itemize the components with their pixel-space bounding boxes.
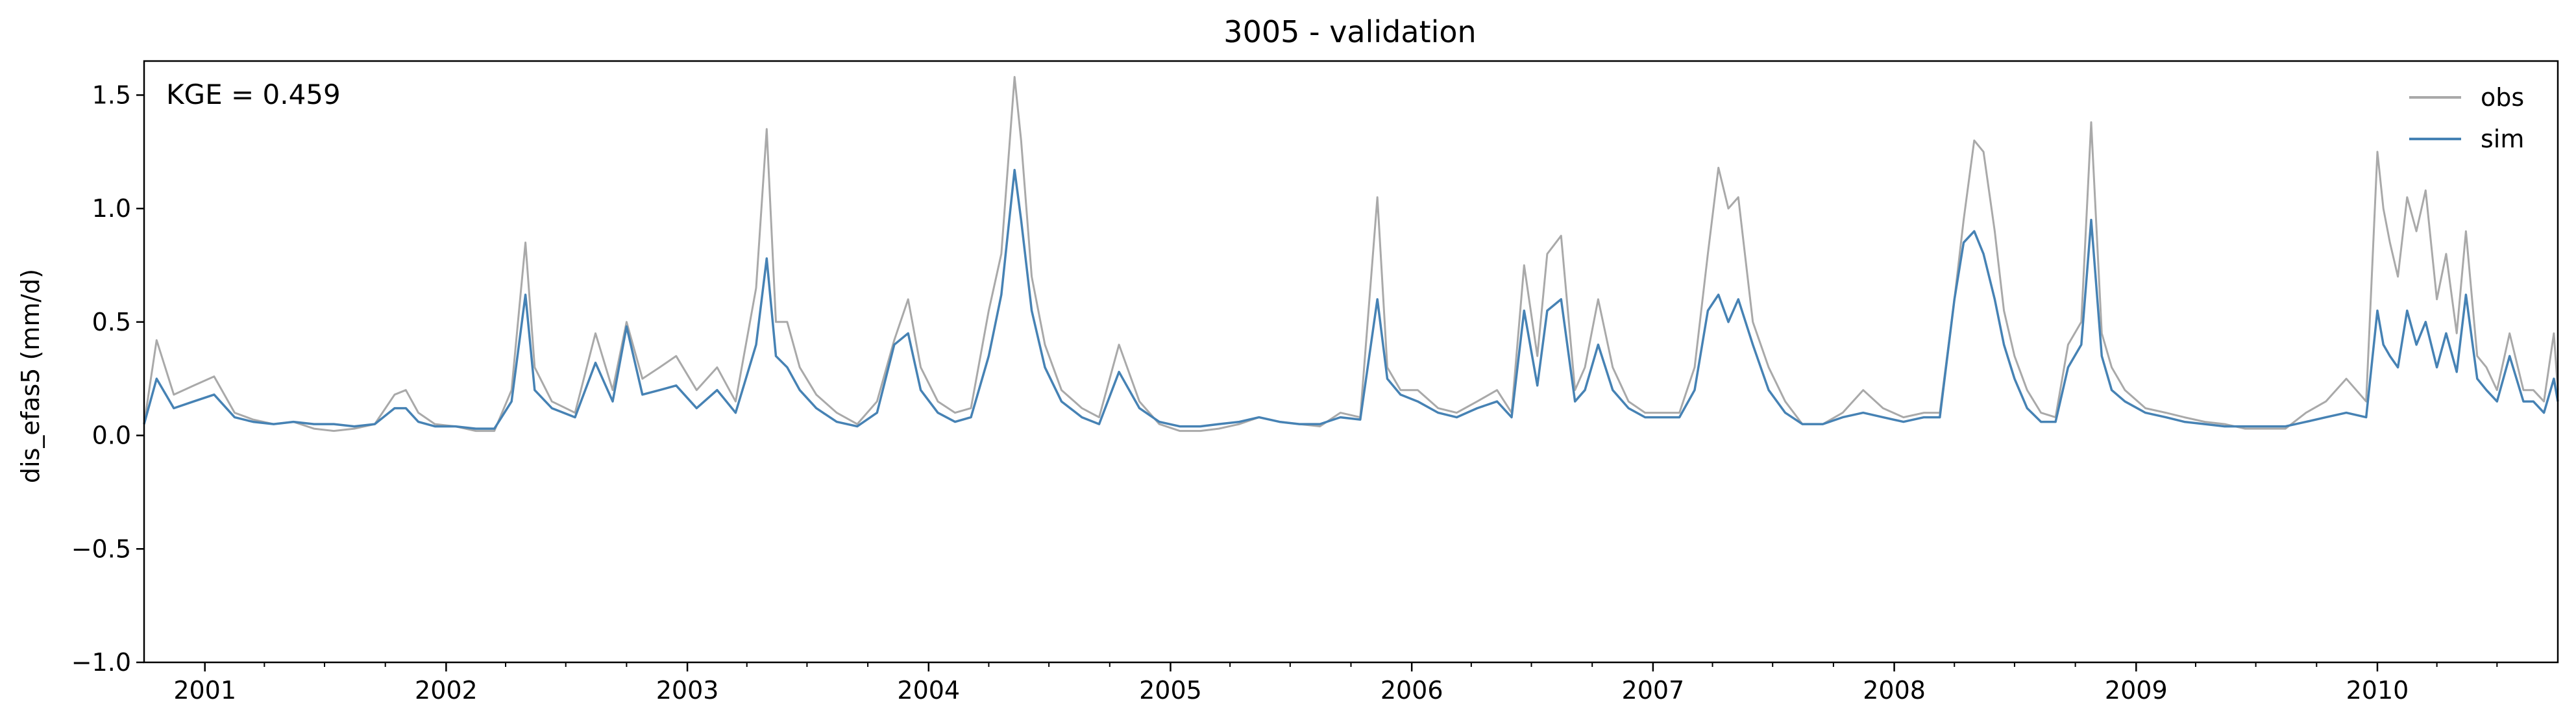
series-line-obs — [143, 76, 2559, 432]
x-tick-label: 2007 — [1622, 676, 1685, 705]
legend-label-sim: sim — [2481, 125, 2524, 153]
y-tick-label: 1.5 — [92, 81, 131, 109]
x-tick-label: 2002 — [415, 676, 478, 705]
y-tick-label: −0.5 — [71, 534, 131, 563]
kge-annotation: KGE = 0.459 — [166, 79, 341, 110]
x-tick-label: 2005 — [1139, 676, 1202, 705]
y-tick-label: 0.5 — [92, 308, 131, 336]
y-tick-label: −1.0 — [71, 648, 131, 677]
y-tick-label: 0.0 — [92, 421, 131, 450]
plot-frame — [143, 60, 2559, 664]
x-tick-label: 2001 — [173, 676, 236, 705]
y-axis: −1.0 −0.5 0.0 0.5 1.0 1.5 — [71, 81, 144, 677]
chart-title: 3005 - validation — [1223, 14, 1476, 49]
y-axis-label: dis_efas5 (mm/d) — [16, 269, 45, 483]
y-tick-label: 1.0 — [92, 194, 131, 223]
x-tick-label: 2008 — [1863, 676, 1926, 705]
x-tick-label: 2003 — [656, 676, 719, 705]
x-tick-label: 2006 — [1380, 676, 1443, 705]
legend: obs sim — [2409, 83, 2524, 153]
x-tick-label: 2004 — [897, 676, 960, 705]
x-tick-label: 2009 — [2105, 676, 2168, 705]
series-layer — [143, 76, 2559, 432]
x-axis: 2001 2002 2003 2004 2005 2006 2007 2008 2009 2010 — [173, 662, 2498, 705]
x-tick-label: 2010 — [2346, 676, 2409, 705]
legend-label-obs: obs — [2481, 83, 2524, 112]
series-line-sim — [143, 168, 2559, 430]
